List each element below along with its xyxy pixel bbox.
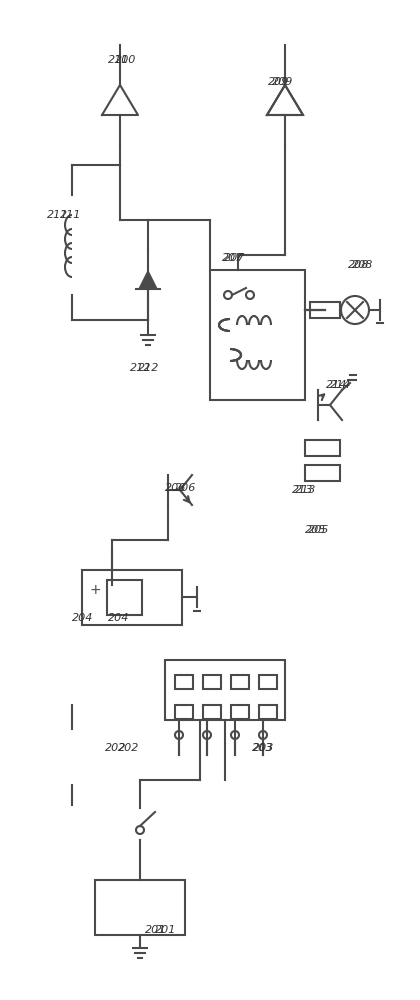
Text: 201: 201 <box>145 925 166 935</box>
Bar <box>165 660 285 720</box>
Text: 209: 209 <box>268 77 289 87</box>
Text: 213: 213 <box>295 485 316 495</box>
Text: 213: 213 <box>292 485 313 495</box>
Bar <box>259 675 277 689</box>
Text: 206: 206 <box>165 483 186 493</box>
Text: 209: 209 <box>272 77 294 87</box>
Text: 214: 214 <box>326 380 347 390</box>
Circle shape <box>246 291 254 299</box>
Bar <box>203 675 221 689</box>
Bar <box>107 580 142 615</box>
Text: 214: 214 <box>330 380 352 390</box>
Bar <box>175 705 193 719</box>
Polygon shape <box>139 271 157 289</box>
Circle shape <box>259 731 267 739</box>
Text: 204: 204 <box>72 613 93 623</box>
Bar <box>310 302 340 318</box>
Text: 202: 202 <box>118 743 139 753</box>
Text: 208: 208 <box>352 260 373 270</box>
Text: 212: 212 <box>130 363 151 373</box>
Circle shape <box>224 291 232 299</box>
Bar <box>210 270 305 400</box>
Text: 211: 211 <box>47 210 68 220</box>
Circle shape <box>341 296 369 324</box>
Bar <box>305 465 340 481</box>
Text: 212: 212 <box>138 363 159 373</box>
Text: 204: 204 <box>108 613 129 623</box>
Circle shape <box>136 826 144 834</box>
Text: 205: 205 <box>305 525 326 535</box>
Text: 210: 210 <box>108 55 129 65</box>
Text: 206: 206 <box>175 483 197 493</box>
Text: 211: 211 <box>60 210 81 220</box>
Text: 203: 203 <box>252 743 273 753</box>
Bar <box>203 705 221 719</box>
Text: 207: 207 <box>222 253 243 263</box>
Circle shape <box>175 731 183 739</box>
Bar <box>259 705 277 719</box>
Text: 205: 205 <box>308 525 329 535</box>
Text: 201: 201 <box>155 925 176 935</box>
Text: 202: 202 <box>105 743 126 753</box>
Bar <box>95 880 185 935</box>
Text: 203: 203 <box>253 743 274 753</box>
Bar <box>175 675 193 689</box>
Bar <box>305 440 340 456</box>
Text: 207: 207 <box>224 253 245 263</box>
Bar <box>231 675 249 689</box>
Text: 210: 210 <box>115 55 136 65</box>
Circle shape <box>203 731 211 739</box>
Bar <box>82 570 182 625</box>
Circle shape <box>231 731 239 739</box>
Text: +: + <box>90 583 102 597</box>
Text: 208: 208 <box>348 260 369 270</box>
Bar <box>231 705 249 719</box>
